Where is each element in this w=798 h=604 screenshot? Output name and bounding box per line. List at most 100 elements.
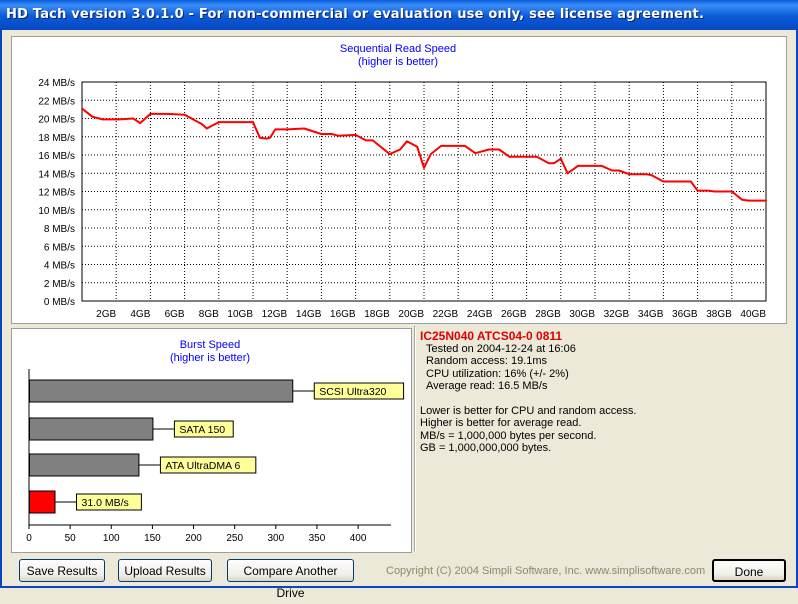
burst-x-tick-label: 150 [144, 533, 161, 544]
seq-y-tick-label: 12 MB/s [38, 188, 75, 199]
seq-x-tick-label: 28GB [535, 309, 561, 320]
save-results-button[interactable]: Save Results [19, 559, 105, 582]
burst-label-text: SCSI Ultra320 [319, 386, 386, 398]
seq-data-point [618, 169, 620, 172]
seq-data-point [594, 165, 596, 167]
seq-x-tick-label: 14GB [296, 309, 322, 320]
seq-y-tick-label: 16 MB/s [38, 151, 75, 162]
seq-data-point [200, 123, 203, 125]
seq-data-point [611, 169, 613, 172]
seq-data-point [429, 153, 432, 155]
seq-y-tick-label: 24 MB/s [38, 78, 75, 89]
seq-x-tick-label: 30GB [569, 309, 595, 320]
title-bar[interactable]: HD Tach version 3.0.1.0 - For non-commer… [0, 0, 798, 30]
burst-x-tick-label: 100 [103, 533, 120, 544]
cpu-utilization: CPU utilization: 16% (+/- 2%) [426, 367, 569, 380]
seq-data-point [406, 140, 408, 143]
seq-data-point [217, 121, 220, 123]
burst-chart-title: Burst Speed [180, 339, 241, 351]
seq-x-tick-label: 8GB [199, 309, 219, 320]
burst-label-box [313, 382, 405, 400]
seq-data-point [474, 152, 477, 155]
upload-results-button[interactable]: Upload Results [118, 559, 212, 582]
seq-data-point [265, 137, 268, 140]
seq-data-point [488, 148, 490, 151]
seq-data-point [139, 122, 141, 124]
burst-speed-panel: Burst Speed (higher is better) 0 50 100 150… [11, 328, 412, 553]
burst-label-box [173, 420, 234, 438]
burst-x-tick-label: 350 [309, 533, 326, 544]
seq-data-point [748, 199, 750, 202]
seq-data-point [91, 115, 94, 118]
burst-bar-reference [29, 417, 154, 441]
seq-x-tick-label: 24GB [467, 309, 493, 320]
save-results-label: Save Results [26, 564, 98, 578]
seq-data-point [81, 107, 83, 110]
sequential-read-chart: Sequential Read Speed (higher is better)… [38, 43, 767, 320]
seq-data-point [371, 139, 374, 142]
compare-another-drive-button[interactable]: Compare Another Drive [227, 559, 354, 600]
seq-data-point [547, 162, 550, 165]
seq-data-point [559, 157, 562, 160]
burst-x-tick-label: 50 [65, 533, 77, 544]
window-title: HD Tach version 3.0.1.0 - For non-commer… [6, 7, 705, 22]
seq-data-point [205, 127, 208, 130]
seq-data-point [166, 113, 169, 115]
seq-x-tick-label: 6GB [165, 309, 185, 320]
info-separator [414, 326, 416, 552]
seq-chart-subtitle: (higher is better) [358, 56, 438, 68]
seq-x-tick-label: 2GB [96, 309, 116, 320]
seq-data-point [638, 173, 641, 176]
burst-label-text: SATA 150 [179, 424, 225, 436]
burst-bar-reference [29, 379, 294, 403]
seq-x-tick-label: 16GB [330, 309, 356, 320]
burst-x-tick-label: 400 [350, 533, 367, 544]
seq-data-point [662, 180, 665, 183]
seq-data-point [566, 172, 569, 175]
seq-data-point [118, 118, 121, 121]
note-average-read: Higher is better for average read. [420, 417, 582, 429]
seq-data-point [132, 117, 135, 120]
seq-y-tick-label: 4 MB/s [44, 261, 75, 272]
seq-data-point [696, 189, 699, 192]
seq-data-point [286, 128, 289, 131]
seq-data-point [628, 173, 631, 176]
seq-x-tick-label: 26GB [501, 309, 527, 320]
seq-data-point [354, 134, 357, 136]
seq-x-tick-label: 38GB [706, 309, 732, 320]
seq-x-tick-label: 10GB [227, 309, 253, 320]
seq-chart-title: Sequential Read Speed [340, 43, 456, 55]
upload-results-label: Upload Results [124, 564, 206, 578]
burst-x-tick-label: 200 [185, 533, 202, 544]
seq-data-point [457, 145, 460, 147]
copyright-text: Copyright (C) 2004 Simpli Software, Inc.… [386, 565, 706, 577]
seq-data-point [269, 136, 271, 139]
seq-data-point [707, 189, 709, 192]
seq-data-point [525, 155, 528, 158]
burst-label-box [76, 493, 142, 511]
sequential-read-panel: Sequential Read Speed (higher is better)… [11, 36, 787, 324]
seq-data-point [423, 166, 425, 169]
seq-data-point [508, 155, 511, 158]
seq-y-tick-label: 22 MB/s [38, 96, 75, 107]
burst-bar-reference [29, 453, 140, 477]
seq-data-point [365, 139, 367, 142]
seq-y-tick-label: 20 MB/s [38, 115, 75, 126]
seq-data-point [149, 113, 152, 115]
drive-name: IC25N040 ATCS04-0 0811 [420, 329, 563, 343]
seq-y-tick-label: 6 MB/s [44, 242, 75, 253]
seq-x-tick-label: 22GB [433, 309, 459, 320]
seq-data-point [101, 118, 104, 121]
seq-x-tick-label: 34GB [638, 309, 664, 320]
drive-info: IC25N040 ATCS04-0 0811 Tested on 2004-12… [420, 330, 636, 455]
seq-data-point [337, 134, 340, 137]
seq-data-point [713, 190, 716, 193]
done-button[interactable]: Done [712, 559, 786, 582]
burst-label-box [159, 456, 257, 474]
seq-x-tick-label: 12GB [262, 309, 288, 320]
seq-data-point [741, 198, 743, 201]
seq-data-point [577, 165, 579, 167]
seq-data-point [330, 133, 333, 135]
tested-on: Tested on 2004-12-24 at 16:06 [426, 342, 576, 355]
seq-data-point [536, 155, 538, 158]
